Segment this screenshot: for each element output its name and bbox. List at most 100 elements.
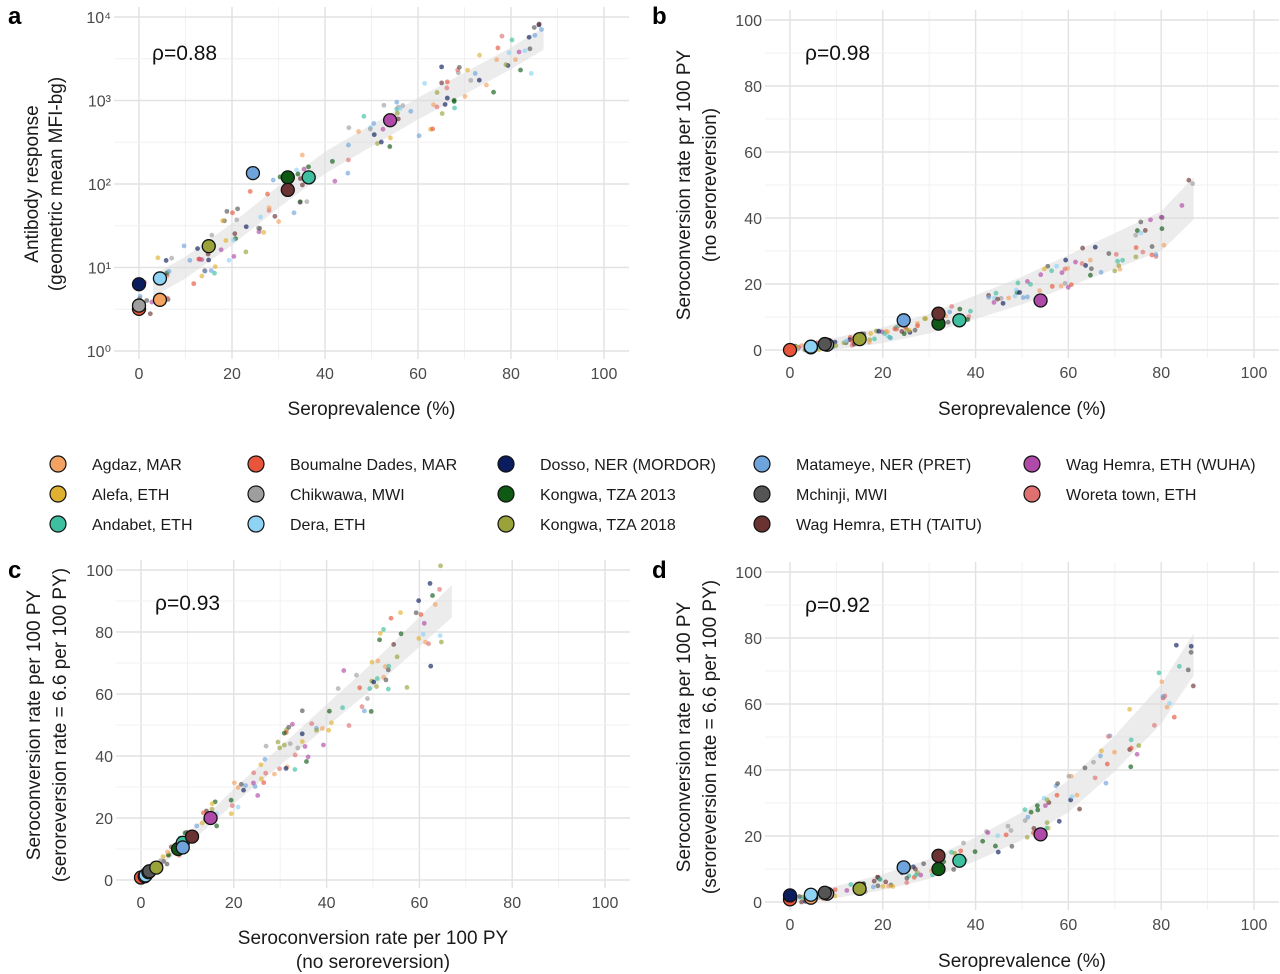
observation-point: [367, 126, 373, 132]
observation-points: [788, 642, 1196, 905]
observation-point: [526, 34, 532, 40]
x-axis-label: Seroprevalence (%): [938, 951, 1106, 972]
observation-point: [1149, 252, 1155, 258]
observation-point: [1092, 244, 1098, 250]
observation-point: [1167, 700, 1172, 706]
x-tick-label: 20: [874, 917, 892, 934]
observation-point: [281, 730, 287, 736]
x-tick-label: 0: [786, 365, 795, 382]
observation-point: [995, 833, 1001, 839]
x-tick-label: 100: [591, 366, 618, 383]
site-point: [203, 810, 218, 826]
observation-point: [1054, 263, 1059, 269]
observation-point: [361, 113, 367, 119]
observation-point: [875, 883, 881, 889]
observation-point: [452, 105, 457, 111]
observation-point: [1112, 749, 1117, 755]
observation-point: [277, 766, 282, 772]
observation-point: [1128, 737, 1134, 743]
observation-point: [462, 93, 468, 99]
observation-point: [261, 229, 267, 235]
site-point: [184, 829, 200, 844]
observation-point: [442, 102, 448, 107]
observation-point: [241, 787, 246, 793]
observation-point: [354, 672, 359, 678]
observation-point: [506, 50, 512, 56]
observation-point: [1148, 217, 1153, 223]
observation-point: [1015, 280, 1021, 286]
observation-point: [883, 879, 889, 885]
observation-point: [238, 781, 244, 787]
observation-point: [326, 708, 332, 714]
site-point: [952, 853, 967, 868]
x-tick-label: 0: [786, 917, 795, 934]
site-points: [133, 810, 218, 885]
observation-point: [292, 767, 298, 772]
observation-point: [1028, 281, 1033, 287]
correlation-annotation: ρ=0.92: [805, 594, 870, 617]
fit-band: [790, 633, 1194, 902]
observation-point: [1188, 643, 1194, 649]
observation-point: [961, 840, 966, 846]
observation-point: [890, 884, 896, 889]
legend-swatch: [49, 485, 67, 503]
y-tick-label: 80: [744, 631, 762, 648]
observation-point: [375, 141, 380, 146]
observation-point: [385, 667, 391, 673]
observation-point: [144, 298, 150, 303]
observation-point: [1159, 679, 1165, 685]
observation-point: [299, 739, 305, 744]
observation-point: [1127, 706, 1132, 712]
site-point: [782, 888, 798, 903]
observation-point: [265, 191, 270, 197]
observation-point: [297, 176, 303, 181]
observation-point: [1128, 745, 1134, 751]
observation-point: [1044, 820, 1050, 826]
observation-point: [251, 770, 257, 776]
observation-point: [391, 642, 397, 647]
x-tick-label: 80: [503, 895, 521, 912]
observation-point: [212, 270, 217, 276]
observation-point: [1012, 293, 1018, 299]
observation-point: [985, 830, 991, 836]
legend-swatch: [247, 515, 265, 533]
observation-point: [980, 838, 986, 844]
observation-point: [468, 77, 474, 83]
observation-point: [290, 721, 295, 727]
observation-point: [299, 731, 305, 737]
observation-point: [1134, 228, 1140, 233]
observation-point: [945, 319, 951, 325]
y-axis-label: (seroreversion rate = 6.6 per 100 PY): [50, 568, 71, 882]
observation-point: [305, 754, 311, 760]
site-point: [896, 860, 911, 875]
site-point: [782, 342, 798, 358]
site-point: [152, 292, 168, 307]
observation-point: [1038, 272, 1044, 278]
x-tick-label: 100: [1241, 917, 1268, 934]
observation-point: [196, 256, 202, 262]
legend-item: Chikwawa, MWI: [247, 485, 405, 504]
legend-swatch: [753, 485, 771, 503]
y-tick-label: 60: [744, 145, 762, 162]
observation-point: [1133, 232, 1139, 238]
observation-point: [912, 327, 918, 333]
observation-point: [369, 659, 375, 665]
observation-point: [868, 331, 874, 336]
observation-point: [1140, 249, 1146, 255]
observation-point: [258, 776, 264, 782]
observation-point: [1117, 266, 1123, 272]
observation-point: [913, 872, 919, 878]
site-points: [782, 827, 1048, 907]
panel-letter: b: [652, 3, 667, 30]
observation-point: [375, 658, 381, 664]
observation-point: [444, 95, 450, 101]
observation-point: [1158, 214, 1164, 220]
y-tick-label: 40: [744, 763, 762, 780]
observation-point: [209, 801, 215, 807]
observation-point: [887, 334, 893, 340]
observation-point: [472, 71, 478, 76]
observation-point: [1190, 181, 1196, 187]
legend-swatch: [497, 515, 515, 533]
observation-point: [1080, 245, 1086, 251]
observation-point: [301, 166, 307, 172]
